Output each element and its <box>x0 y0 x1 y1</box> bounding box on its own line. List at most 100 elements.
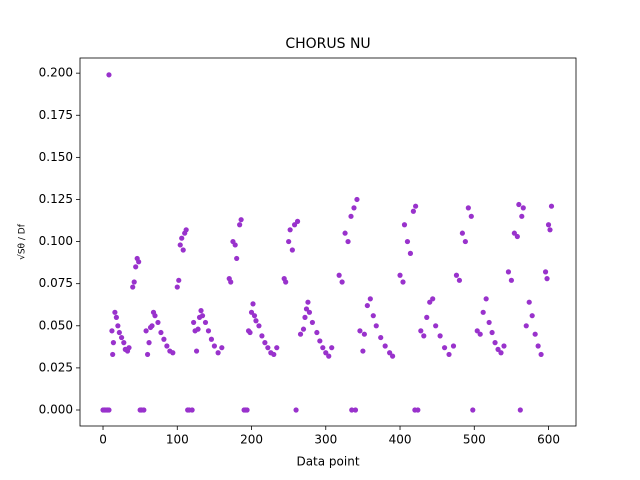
point <box>149 323 155 329</box>
point <box>309 319 316 326</box>
point <box>433 323 439 329</box>
point <box>143 328 149 334</box>
point <box>437 333 443 339</box>
point <box>519 213 525 219</box>
point <box>174 284 180 290</box>
point <box>180 247 186 253</box>
point <box>131 279 137 285</box>
point <box>271 351 277 358</box>
point <box>373 323 379 329</box>
point <box>112 309 118 315</box>
point <box>421 333 427 339</box>
point <box>250 301 256 307</box>
point <box>492 340 498 346</box>
point <box>498 350 504 356</box>
point <box>459 230 465 236</box>
point <box>483 296 489 302</box>
point <box>382 343 388 349</box>
point <box>364 302 370 309</box>
point <box>486 319 492 326</box>
point <box>306 309 313 315</box>
point <box>274 345 280 351</box>
point <box>480 309 486 315</box>
point <box>289 247 295 253</box>
point <box>155 319 161 326</box>
point <box>387 350 393 356</box>
y-tick-label: 0.100 <box>39 234 73 248</box>
point <box>191 319 197 326</box>
point <box>300 326 307 332</box>
point <box>146 340 152 346</box>
point <box>410 208 416 214</box>
point <box>418 328 424 334</box>
point <box>283 279 289 285</box>
point <box>251 313 258 319</box>
point <box>219 345 225 351</box>
point <box>106 407 112 413</box>
point <box>430 296 436 302</box>
y-tick-label: 0.000 <box>39 403 73 417</box>
point <box>183 227 189 233</box>
point <box>305 299 311 305</box>
point <box>389 353 396 359</box>
point <box>177 242 183 248</box>
point <box>144 351 151 358</box>
point <box>208 336 215 342</box>
point <box>547 227 553 233</box>
point <box>202 319 209 326</box>
point <box>265 345 271 351</box>
point <box>361 331 367 337</box>
point <box>336 272 342 278</box>
point <box>228 279 234 285</box>
point <box>133 264 139 270</box>
point <box>106 72 112 78</box>
point <box>462 238 468 245</box>
chart-title: CHORUS NU <box>285 36 370 52</box>
point <box>520 205 526 211</box>
point <box>450 343 457 349</box>
x-tick-label: 600 <box>537 433 560 447</box>
point <box>323 350 329 356</box>
point <box>544 276 550 282</box>
point <box>189 407 195 413</box>
point <box>317 338 323 344</box>
point <box>302 314 308 320</box>
point <box>352 407 359 413</box>
point <box>517 407 523 413</box>
point <box>320 345 326 351</box>
point <box>247 329 253 336</box>
point <box>287 227 293 233</box>
point <box>176 277 182 283</box>
point <box>238 217 244 223</box>
point <box>489 329 495 336</box>
point <box>514 233 520 240</box>
point <box>370 313 376 319</box>
point <box>314 329 320 336</box>
point <box>248 309 255 315</box>
point <box>545 222 552 228</box>
point <box>453 272 460 278</box>
point <box>116 329 122 336</box>
x-axis-label: Data point <box>296 455 359 469</box>
point <box>357 328 363 334</box>
point <box>354 196 360 203</box>
point <box>205 328 212 334</box>
point <box>446 351 452 358</box>
point <box>397 272 403 278</box>
plot-frame <box>79 57 577 427</box>
x-tick-label: 500 <box>463 433 486 447</box>
point <box>110 340 117 346</box>
point <box>141 407 147 413</box>
point <box>293 407 299 413</box>
point <box>468 213 474 219</box>
point <box>259 333 265 339</box>
point <box>164 343 170 349</box>
point <box>161 336 167 342</box>
point <box>351 205 357 211</box>
y-tick-label: 0.175 <box>39 108 73 122</box>
point <box>400 279 406 285</box>
point <box>291 222 298 228</box>
point <box>286 238 292 245</box>
point <box>253 318 259 324</box>
